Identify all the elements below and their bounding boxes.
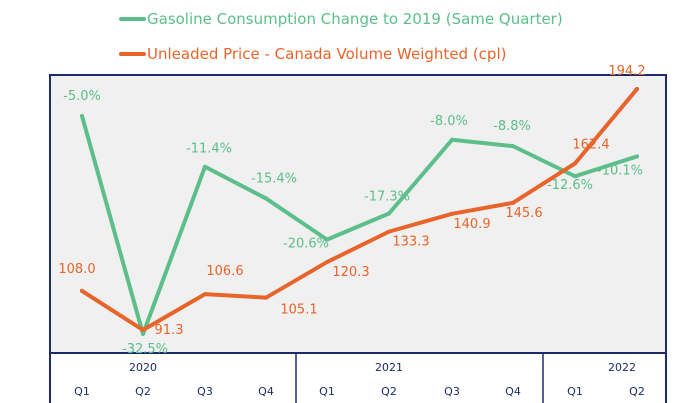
price-point xyxy=(264,295,268,300)
year-label: 2020 xyxy=(129,361,157,374)
legend-item-consumption: Gasoline Consumption Change to 2019 (Sam… xyxy=(119,10,563,28)
quarter-tick-label: Q1 xyxy=(319,385,335,398)
quarter-tick-label: Q1 xyxy=(567,385,583,398)
consumption-point xyxy=(264,196,268,201)
price-point xyxy=(511,200,515,205)
consumption-data-label: -20.6% xyxy=(283,237,329,252)
quarter-tick-label: Q1 xyxy=(74,385,90,398)
price-data-label: 105.1 xyxy=(280,303,317,318)
price-data-label: 145.6 xyxy=(505,206,542,221)
price-data-label: 106.6 xyxy=(206,264,243,279)
series-layer xyxy=(80,87,639,336)
consumption-point xyxy=(141,331,145,336)
quarter-tick-label: Q4 xyxy=(505,385,521,398)
consumption-line xyxy=(80,114,639,336)
price-point xyxy=(635,87,639,91)
price-point xyxy=(325,260,329,265)
price-point xyxy=(141,328,145,332)
price-point xyxy=(387,229,391,234)
price-point xyxy=(203,292,207,297)
consumption-point xyxy=(387,211,391,216)
price-data-label: 108.0 xyxy=(58,262,95,277)
quarter-tick-label: Q3 xyxy=(197,385,213,398)
quarter-tick-label: Q2 xyxy=(135,385,151,398)
price-data-label: 140.9 xyxy=(453,217,490,232)
year-label: 2021 xyxy=(375,361,403,374)
quarter-tick-label: Q2 xyxy=(629,385,645,398)
data-labels: -5.0% -32.5% -11.4% -15.4% -20.6% -17.3% -8.0%… xyxy=(58,64,645,357)
price-data-label: 133.3 xyxy=(392,235,429,250)
consumption-data-label: -10.1% xyxy=(597,163,643,178)
consumption-point xyxy=(203,164,207,169)
consumption-point xyxy=(80,114,84,118)
price-point xyxy=(450,211,454,216)
legend-item-price: Unleaded Price - Canada Volume Weighted … xyxy=(119,45,506,63)
price-data-label: 91.3 xyxy=(155,323,184,338)
consumption-data-label: -11.4% xyxy=(186,142,232,157)
consumption-data-label: -5.0% xyxy=(63,89,101,104)
price-point xyxy=(80,288,84,293)
consumption-data-label: -8.8% xyxy=(493,119,531,134)
legend-label-consumption: Gasoline Consumption Change to 2019 (Sam… xyxy=(147,10,563,28)
price-point xyxy=(573,161,577,166)
quarter-tick-label: Q4 xyxy=(258,385,274,398)
quarter-tick-label: Q2 xyxy=(381,385,397,398)
year-label: 2022 xyxy=(608,361,636,374)
consumption-data-label: -12.6% xyxy=(547,178,593,193)
consumption-data-label: -17.3% xyxy=(364,189,410,204)
price-line xyxy=(80,87,639,332)
quarter-tick-label: Q3 xyxy=(444,385,460,398)
consumption-data-label: -8.0% xyxy=(430,114,468,129)
consumption-point xyxy=(573,174,577,179)
price-data-label: 120.3 xyxy=(332,265,369,280)
price-data-label: 194.2 xyxy=(608,64,645,79)
consumption-point xyxy=(635,154,639,159)
plot-area xyxy=(49,74,667,354)
consumption-point xyxy=(325,237,329,242)
legend-label-price: Unleaded Price - Canada Volume Weighted … xyxy=(147,45,506,63)
legend: Gasoline Consumption Change to 2019 (Sam… xyxy=(119,10,563,63)
consumption-point xyxy=(511,144,515,149)
price-data-label: 162.4 xyxy=(572,137,609,152)
consumption-data-label: -15.4% xyxy=(251,171,297,186)
consumption-data-label: -32.5% xyxy=(122,342,168,357)
consumption-point xyxy=(450,137,454,142)
category-axis: 2020 2021 2022 Q1 Q2 Q3 Q4 Q1 Q2 Q3 Q4 Q1 Q2 xyxy=(49,353,667,403)
